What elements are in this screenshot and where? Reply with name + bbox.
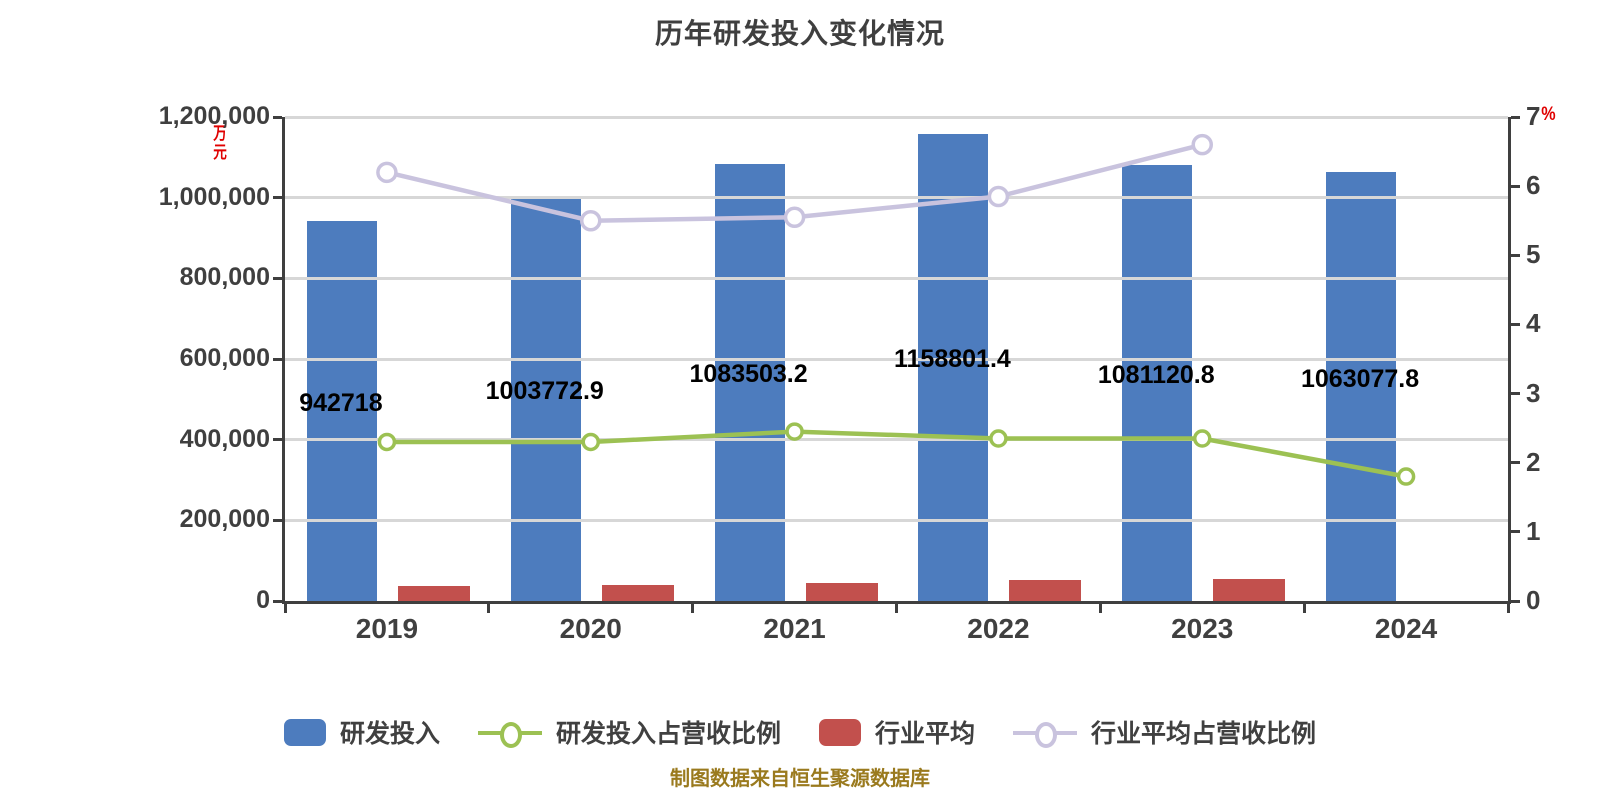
bar-industry-average: [1009, 580, 1082, 601]
line-data-point-marker: [581, 432, 600, 452]
bottom-axis-line: [282, 601, 1511, 604]
bottom-axis-tick: [1098, 604, 1102, 613]
x-axis-year-label: 2020: [559, 613, 622, 644]
gridline: [285, 196, 1508, 200]
gridline: [285, 276, 1508, 280]
bar-rd-investment: [510, 196, 581, 601]
right-axis-tick-label: 5: [1526, 239, 1541, 270]
line-data-point-marker: [783, 206, 806, 229]
bar-industry-average: [805, 582, 878, 601]
left-axis-tick-label: 200,000: [179, 505, 270, 534]
x-axis-year-label: 2021: [763, 613, 826, 644]
right-axis-tick: [1511, 392, 1520, 396]
gridline: [285, 518, 1508, 522]
line-data-point-marker: [1193, 429, 1212, 448]
x-axis-year-label: 2023: [1171, 613, 1234, 644]
legend-item-4[interactable]: 行业平均占营收比例: [1013, 714, 1316, 750]
left-axis-tick: [273, 276, 282, 280]
left-axis-unit-label: 万元: [210, 124, 227, 162]
line-data-point-marker: [580, 209, 602, 232]
right-axis-tick-label: 7: [1526, 101, 1541, 131]
chart-title: 历年研发投入变化情况: [654, 18, 945, 49]
bottom-axis-tick: [691, 604, 695, 613]
gridline: [285, 438, 1508, 442]
right-axis-tick-label: 3: [1526, 377, 1541, 408]
right-axis-tick-label: 4: [1526, 308, 1541, 339]
left-axis-line: [282, 117, 285, 604]
line-data-point-marker: [1191, 133, 1213, 156]
right-axis-tick: [1511, 184, 1520, 188]
left-axis-tick-label: 600,000: [179, 344, 270, 372]
right-axis-tick-label: 1: [1526, 515, 1541, 546]
left-axis-tick-label: 0: [256, 586, 270, 614]
gridline: [285, 115, 1508, 119]
left-axis-tick-label: 800,000: [179, 263, 270, 292]
bar-rd-investment: [714, 163, 785, 601]
legend-label: 行业平均占营收比例: [1091, 720, 1317, 748]
x-axis-year-label: 2022: [967, 613, 1030, 644]
left-axis-tick: [273, 196, 282, 200]
chart-source-note: 制图数据来自恒生聚源数据库: [670, 768, 930, 790]
legend-line-marker-icon: [1013, 719, 1078, 748]
bar-industry-average: [601, 584, 674, 601]
bar-rd-investment: [1326, 172, 1397, 601]
right-axis-tick: [1511, 599, 1520, 603]
legend-bar-swatch-icon: [283, 718, 326, 746]
x-axis-year-label: 2024: [1374, 613, 1438, 644]
bar-rd-investment: [1122, 164, 1193, 601]
right-axis-tick: [1511, 253, 1520, 257]
gridline: [285, 357, 1508, 361]
right-axis-tick: [1511, 461, 1520, 465]
legend-bar-swatch-icon: [819, 718, 861, 746]
bottom-axis-tick: [1506, 604, 1510, 613]
right-axis-tick-label: 0: [1526, 585, 1541, 615]
legend-item-1[interactable]: 研发投入: [283, 714, 440, 750]
legend-label: 研发投入: [339, 720, 440, 748]
legend-label: 行业平均: [875, 720, 976, 748]
right-axis-tick: [1511, 115, 1520, 119]
x-axis-year-label: 2019: [355, 613, 419, 644]
legend-item-3[interactable]: 行业平均: [819, 714, 975, 750]
rd-ratio-line: [386, 429, 1407, 479]
right-axis-tick: [1511, 322, 1520, 326]
left-axis-tick: [273, 438, 282, 442]
line-data-point-marker: [1396, 467, 1416, 486]
legend-item-2[interactable]: 研发投入占营收比例: [477, 714, 781, 750]
left-axis-tick-label: 400,000: [179, 424, 270, 453]
left-axis-tick: [273, 518, 282, 522]
bottom-axis-tick: [895, 604, 898, 613]
right-axis-line: [1508, 117, 1511, 604]
legend-line-marker-icon: [477, 719, 542, 748]
bar-industry-average: [397, 586, 470, 601]
right-axis-tick: [1511, 530, 1520, 534]
left-axis-tick: [273, 599, 282, 603]
line-data-point-marker: [987, 185, 1010, 208]
left-axis-tick: [273, 115, 282, 119]
legend-label: 研发投入占营收比例: [555, 720, 781, 748]
line-data-point-marker: [376, 161, 398, 184]
bar-rd-investment: [306, 220, 377, 601]
bottom-axis-tick: [487, 604, 491, 613]
line-data-point-marker: [989, 429, 1008, 448]
bar-rd-investment: [918, 133, 989, 601]
line-data-point-marker: [377, 432, 397, 452]
right-axis-unit-label: %: [1541, 104, 1556, 125]
left-axis-tick-label: 1,200,000: [158, 102, 270, 130]
bottom-axis-tick: [283, 604, 287, 613]
chart-legend: 研发投入 研发投入占营收比例 行业平均 行业平均占营收比例: [0, 704, 1600, 760]
left-axis-tick-label: 1,000,000: [158, 182, 270, 211]
bar-industry-average: [1213, 578, 1286, 601]
line-data-point-marker: [785, 422, 804, 441]
bottom-axis-tick: [1302, 604, 1306, 613]
right-axis-tick-label: 2: [1526, 446, 1541, 477]
left-axis-tick: [273, 357, 282, 361]
right-axis-tick-label: 6: [1526, 170, 1541, 201]
